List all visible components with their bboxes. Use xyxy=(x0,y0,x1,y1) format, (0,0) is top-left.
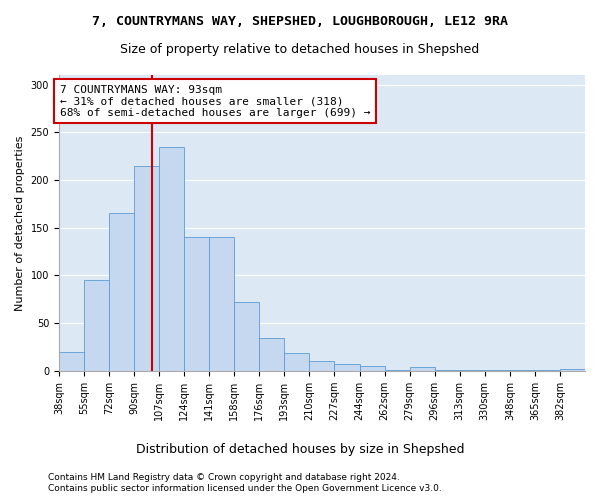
Bar xyxy=(434,370,460,371)
Bar xyxy=(310,361,334,371)
Bar xyxy=(59,352,84,371)
Bar xyxy=(510,370,535,371)
Bar xyxy=(184,237,209,371)
Bar xyxy=(159,146,184,371)
Text: Contains public sector information licensed under the Open Government Licence v3: Contains public sector information licen… xyxy=(48,484,442,493)
Bar xyxy=(234,302,259,371)
Text: Distribution of detached houses by size in Shepshed: Distribution of detached houses by size … xyxy=(136,442,464,456)
Bar xyxy=(109,214,134,371)
Y-axis label: Number of detached properties: Number of detached properties xyxy=(15,135,25,310)
Bar xyxy=(334,364,359,371)
Bar xyxy=(259,338,284,371)
Bar xyxy=(84,280,109,371)
Bar xyxy=(485,370,510,371)
Bar xyxy=(359,366,385,371)
Text: Contains HM Land Registry data © Crown copyright and database right 2024.: Contains HM Land Registry data © Crown c… xyxy=(48,472,400,482)
Bar xyxy=(560,369,585,371)
Text: 7, COUNTRYMANS WAY, SHEPSHED, LOUGHBOROUGH, LE12 9RA: 7, COUNTRYMANS WAY, SHEPSHED, LOUGHBOROU… xyxy=(92,15,508,28)
Bar xyxy=(284,352,310,371)
Bar xyxy=(535,370,560,371)
Bar xyxy=(460,370,485,371)
Bar xyxy=(209,237,234,371)
Bar xyxy=(134,166,159,371)
Bar xyxy=(410,367,434,371)
Bar xyxy=(385,370,410,371)
Text: Size of property relative to detached houses in Shepshed: Size of property relative to detached ho… xyxy=(121,42,479,56)
Text: 7 COUNTRYMANS WAY: 93sqm
← 31% of detached houses are smaller (318)
68% of semi-: 7 COUNTRYMANS WAY: 93sqm ← 31% of detach… xyxy=(59,84,370,117)
